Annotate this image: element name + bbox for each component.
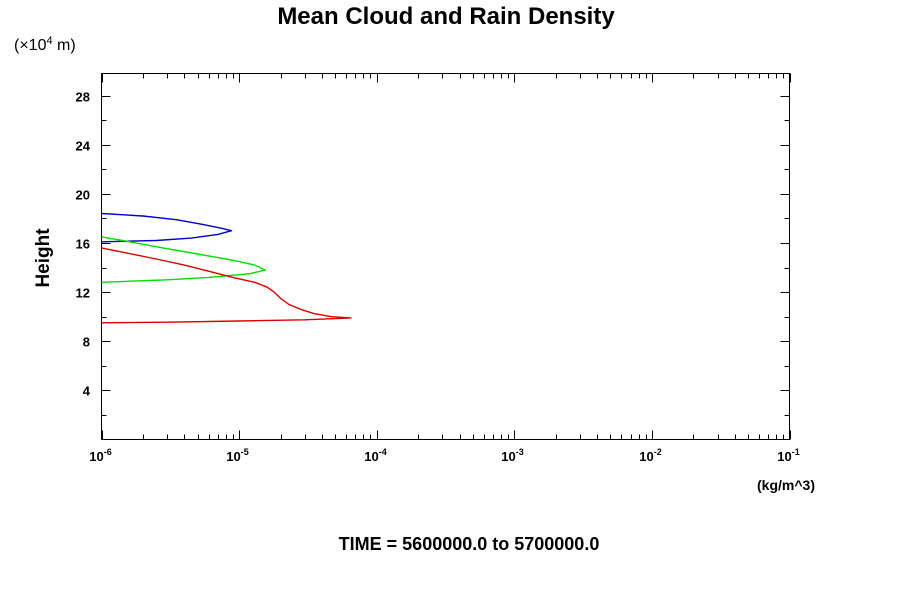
x-tick-label: 10-4 xyxy=(364,447,386,464)
x-tick-base: 10 xyxy=(639,449,653,464)
y-unit-prefix: (×10 xyxy=(14,37,47,54)
x-tick-base: 10 xyxy=(226,449,240,464)
x-tick-base: 10 xyxy=(364,449,378,464)
y-tick-label: 24 xyxy=(76,139,91,154)
y-axis-label: Height xyxy=(33,228,54,288)
x-tick-base: 10 xyxy=(89,449,103,464)
x-tick-exponent: -4 xyxy=(379,447,387,457)
data-series xyxy=(101,212,352,324)
x-tick-label: 10-3 xyxy=(501,447,523,464)
time-range-label: TIME = 5600000.0 to 5700000.0 xyxy=(339,534,600,554)
x-tick-label: 10-5 xyxy=(226,447,248,464)
x-tick-exponent: -5 xyxy=(241,447,249,457)
y-tick-label: 4 xyxy=(83,384,91,399)
x-tick-base: 10 xyxy=(501,449,515,464)
y-tick-label: 20 xyxy=(76,188,90,203)
chart-title: Mean Cloud and Rain Density xyxy=(277,3,615,30)
x-ticks xyxy=(102,73,791,440)
x-tick-label: 10-1 xyxy=(777,447,799,464)
y-tick-label: 8 xyxy=(83,335,90,350)
y-unit-suffix: m) xyxy=(53,37,76,54)
y-unit-exponent: 4 xyxy=(46,35,52,47)
y-tick-label: 12 xyxy=(76,286,90,301)
x-tick-exponent: -3 xyxy=(516,447,524,457)
series-line-2 xyxy=(101,236,266,283)
x-tick-label: 10-2 xyxy=(639,447,661,464)
plot-frame xyxy=(101,73,790,440)
y-tick-labels: 4 8 12 16 20 24 28 xyxy=(76,90,91,399)
x-tick-label: 10-6 xyxy=(89,447,111,464)
y-tick-label: 16 xyxy=(76,237,90,252)
y-unit-label: (×104 m) xyxy=(14,35,76,54)
x-tick-exponent: -6 xyxy=(104,447,112,457)
y-ticks xyxy=(101,96,790,416)
y-tick-label: 28 xyxy=(76,90,90,105)
x-tick-exponent: -2 xyxy=(654,447,662,457)
series-line-1 xyxy=(101,212,233,243)
x-unit-label: (kg/m^3) xyxy=(757,477,815,493)
x-tick-exponent: -1 xyxy=(792,447,800,457)
x-tick-labels: 10-6 10-5 10-4 10-3 10-2 10-1 xyxy=(89,447,799,464)
series-line-3 xyxy=(101,247,352,324)
x-tick-base: 10 xyxy=(777,449,791,464)
